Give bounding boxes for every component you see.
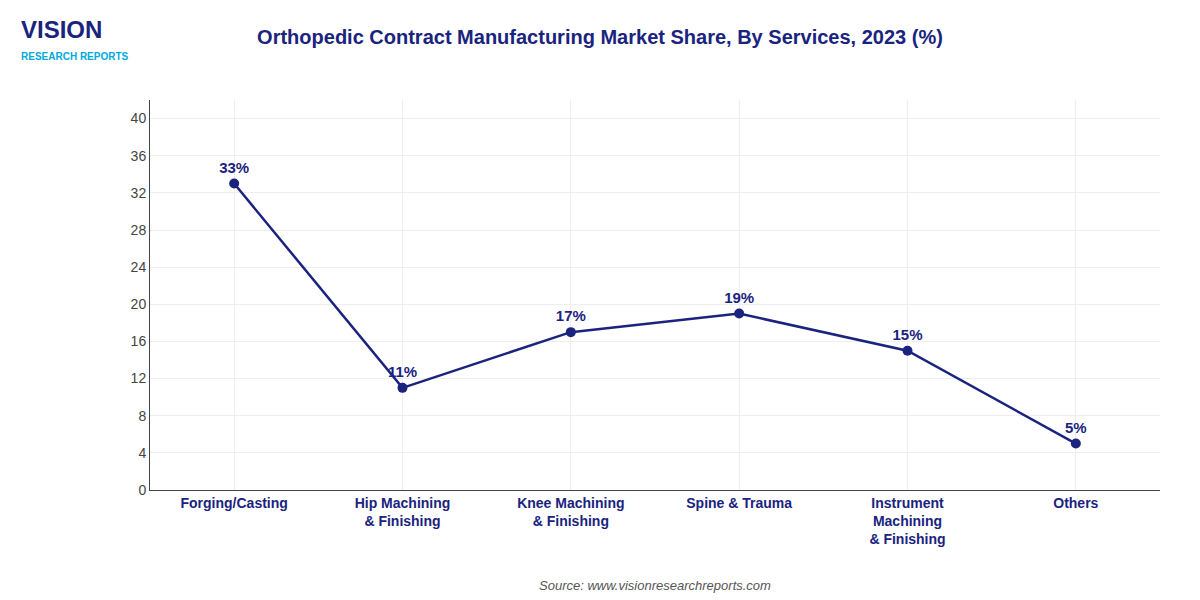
svg-text:Others: Others: [1053, 495, 1098, 511]
svg-text:24: 24: [131, 259, 147, 275]
svg-text:RESEARCH REPORTS: RESEARCH REPORTS: [21, 51, 129, 62]
svg-text:28: 28: [131, 222, 147, 238]
svg-text:36: 36: [131, 148, 147, 164]
svg-text:Forging/Casting: Forging/Casting: [181, 495, 288, 511]
svg-text:19%: 19%: [724, 289, 754, 306]
svg-text:32: 32: [131, 185, 147, 201]
svg-text:Spine & Trauma: Spine & Trauma: [686, 495, 792, 511]
svg-text:40: 40: [131, 110, 147, 126]
svg-text:15%: 15%: [892, 326, 922, 343]
svg-text:11%: 11%: [388, 363, 417, 380]
svg-text:20: 20: [131, 296, 147, 312]
svg-text:33%: 33%: [219, 159, 249, 176]
svg-text:Orthopedic Contract Manufactur: Orthopedic Contract Manufacturing Market…: [257, 26, 943, 48]
svg-text:17%: 17%: [556, 307, 586, 324]
svg-text:InstrumentMachining& Finishing: InstrumentMachining& Finishing: [869, 495, 945, 547]
svg-text:5%: 5%: [1065, 419, 1087, 436]
svg-text:12: 12: [131, 370, 147, 386]
svg-text:16: 16: [131, 333, 147, 349]
svg-text:8: 8: [138, 408, 146, 424]
svg-text:Knee Machining& Finishing: Knee Machining& Finishing: [517, 495, 624, 529]
svg-text:Source: www.visionresearchrepo: Source: www.visionresearchreports.com: [539, 578, 771, 593]
svg-text:Hip Machining& Finishing: Hip Machining& Finishing: [355, 495, 451, 529]
svg-text:VISION: VISION: [21, 16, 102, 43]
svg-text:0: 0: [138, 482, 146, 498]
svg-text:4: 4: [138, 445, 146, 461]
